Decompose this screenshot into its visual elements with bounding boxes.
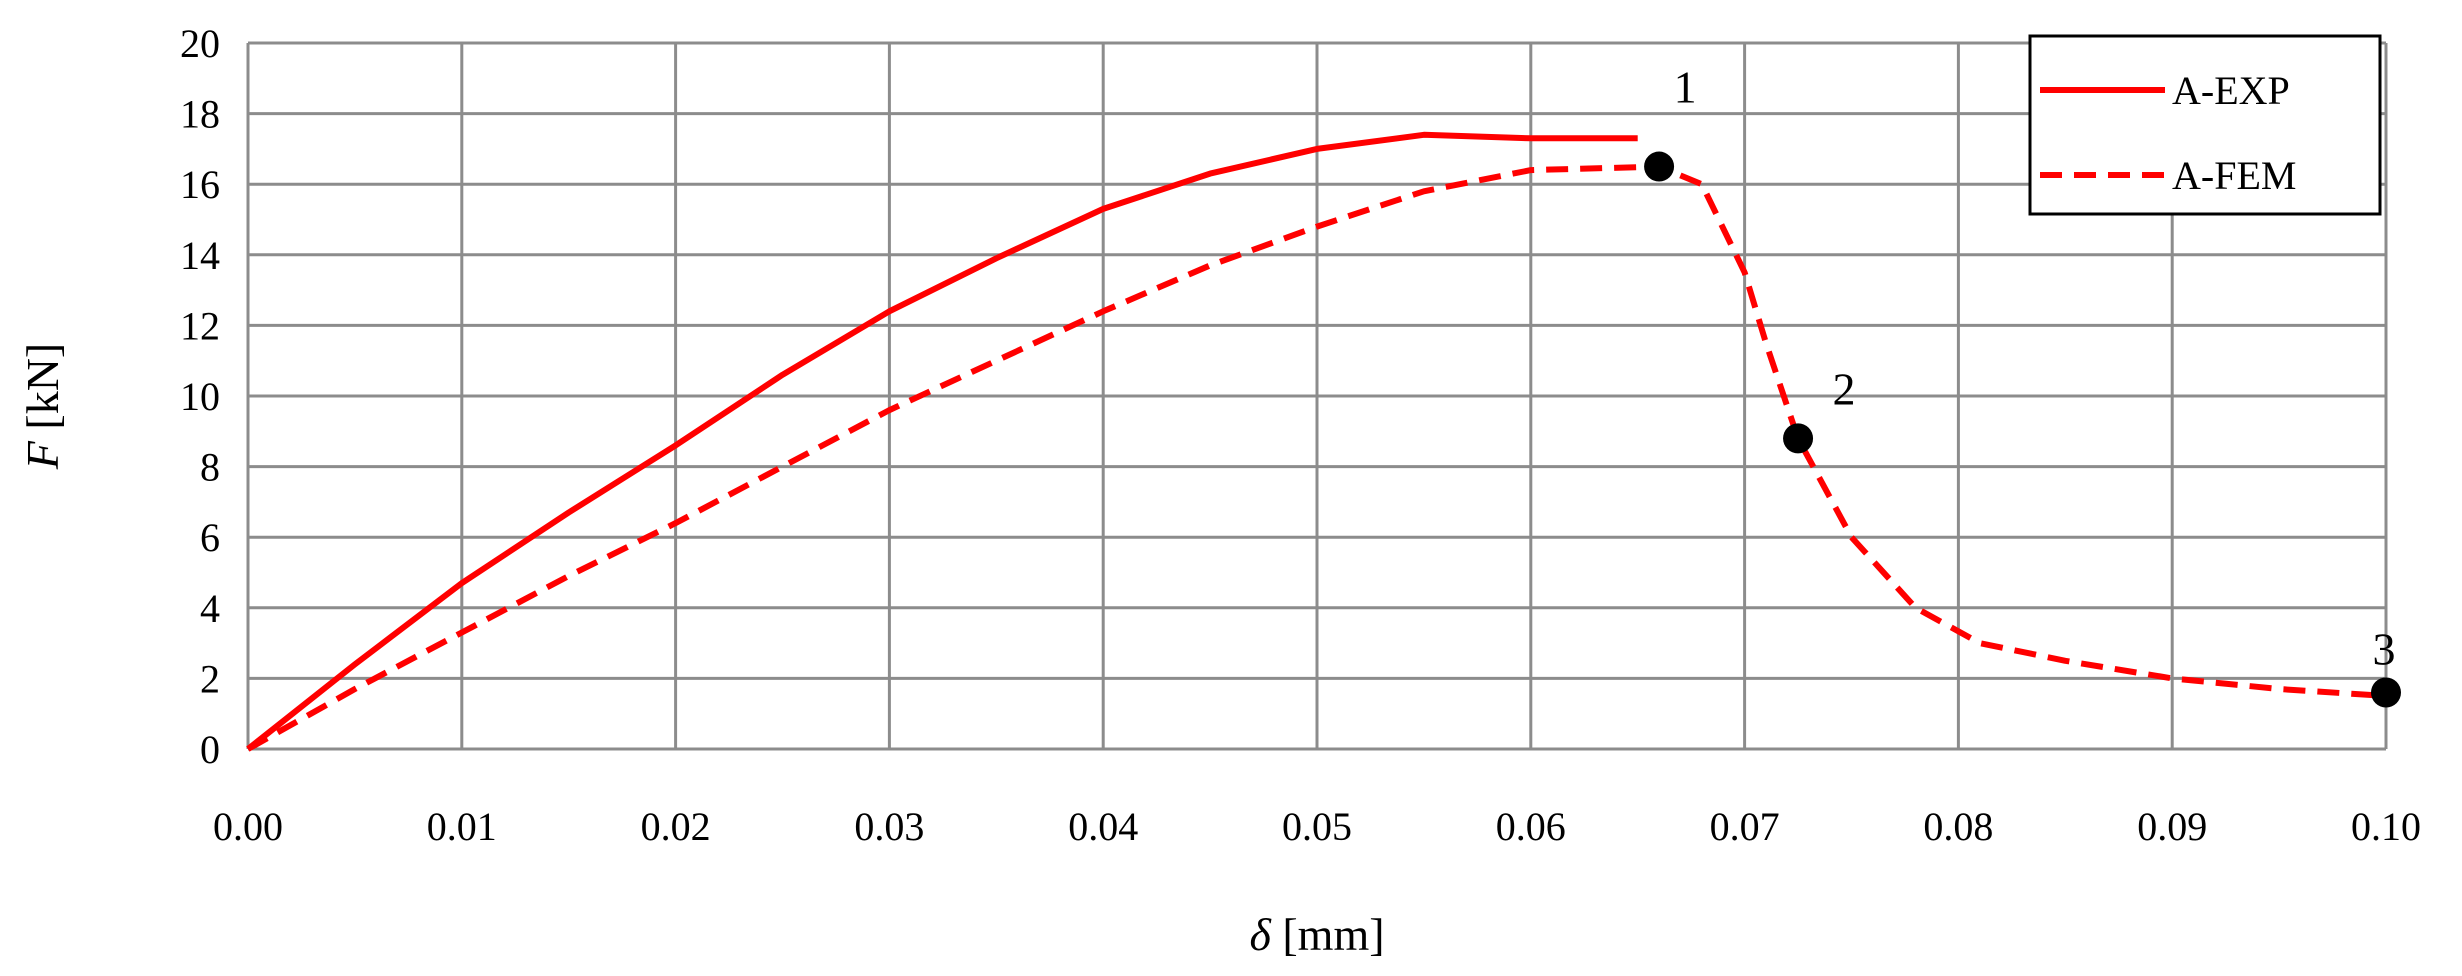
x-tick-label: 0.06 [1496, 804, 1566, 849]
series-line-a-exp [246, 131, 1638, 752]
x-tick-labels: 0.00 0.01 0.02 0.03 0.04 0.05 0.06 0.07 0.08 0.09… [213, 804, 2421, 849]
x-tick-label: 0.02 [641, 804, 711, 849]
y-axis-unit: [kN] [17, 343, 68, 441]
marker-point-2 [1783, 423, 1814, 454]
y-tick-label: 6 [200, 515, 220, 560]
marker-point-1 [1644, 151, 1675, 182]
y-tick-label: 12 [180, 303, 220, 348]
x-tick-label: 0.00 [213, 804, 283, 849]
legend-label-a-exp: A-EXP [2172, 68, 2290, 113]
legend: A-EXP A-FEM [2028, 34, 2382, 216]
markers: 1 2 3 [1644, 62, 2401, 708]
x-tick-label: 0.07 [1710, 804, 1780, 849]
x-axis-unit: [mm] [1271, 909, 1385, 960]
y-tick-label: 16 [180, 162, 220, 207]
y-axis-symbol: F [17, 440, 68, 470]
y-tick-label: 18 [180, 92, 220, 137]
marker-label-2: 2 [1833, 363, 1856, 414]
y-tick-label: 14 [180, 233, 220, 278]
y-tick-labels: 0 2 4 6 8 10 12 14 16 18 20 [180, 21, 220, 772]
x-tick-label: 0.04 [1068, 804, 1138, 849]
marker-point-3 [2371, 677, 2401, 708]
x-axis-title: δ [mm] [1249, 909, 1384, 960]
x-tick-label: 0.01 [427, 804, 497, 849]
y-tick-label: 4 [200, 586, 220, 631]
series-line-a-fem [246, 163, 2387, 752]
y-tick-label: 8 [200, 445, 220, 490]
y-tick-label: 0 [200, 727, 220, 772]
legend-box [2028, 34, 2382, 216]
legend-label-a-fem: A-FEM [2172, 153, 2296, 198]
y-tick-label: 10 [180, 374, 220, 419]
marker-label-1: 1 [1674, 62, 1697, 113]
x-axis-symbol: δ [1249, 909, 1271, 960]
x-tick-label: 0.05 [1282, 804, 1352, 849]
x-tick-label: 0.08 [1923, 804, 1993, 849]
x-tick-label: 0.10 [2351, 804, 2421, 849]
y-tick-label: 20 [180, 21, 220, 66]
y-axis-title: F [kN] [17, 343, 68, 470]
x-tick-label: 0.03 [854, 804, 924, 849]
series-layer [246, 131, 2387, 752]
x-tick-label: 0.09 [2137, 804, 2207, 849]
marker-label-3: 3 [2373, 624, 2396, 675]
y-tick-label: 2 [200, 656, 220, 701]
